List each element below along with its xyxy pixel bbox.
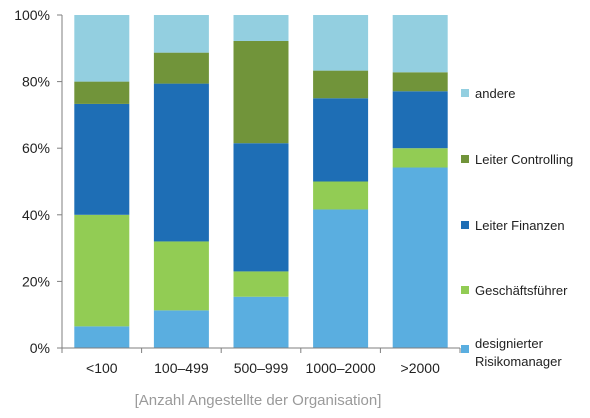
legend: andere Leiter Controlling Leiter Finanzen G… (461, 86, 573, 369)
bar-segment (392, 72, 448, 92)
legend-swatch (461, 221, 469, 229)
x-tick-label: 100–499 (154, 360, 209, 376)
legend-swatch (461, 286, 469, 294)
bars-group (74, 15, 448, 348)
legend-label: Leiter Controlling (475, 152, 573, 167)
bar-segment (392, 91, 448, 149)
x-tick-label: 500–999 (234, 360, 289, 376)
bar-segment (313, 70, 369, 99)
bar-segment (233, 40, 289, 144)
x-tick-label: >2000 (401, 360, 441, 376)
bar-segment (153, 15, 209, 53)
y-tick-label: 40% (22, 207, 50, 223)
x-tick-labels: <100 100–499 500–999 1000–2000 >2000 (86, 360, 440, 376)
bar-segment (233, 143, 289, 272)
bar-segment (392, 148, 448, 168)
bar-segment (313, 181, 369, 210)
bar-segment (74, 103, 130, 215)
legend-swatch (461, 345, 469, 353)
bar-segment (74, 214, 130, 327)
y-tick-label: 80% (22, 74, 50, 90)
y-tick-label: 20% (22, 273, 50, 289)
bar-segment (74, 15, 130, 82)
legend-label-line2: Risikomanager (475, 354, 562, 369)
y-tick-labels: 0% 20% 40% 60% 80% 100% (14, 7, 50, 356)
bar-segment (233, 296, 289, 348)
bar-segment (153, 52, 209, 84)
bar-segment (74, 326, 130, 348)
bar-segment (233, 15, 289, 41)
y-tick-label: 0% (30, 340, 50, 356)
y-tick-label: 60% (22, 140, 50, 156)
legend-swatch (461, 155, 469, 163)
bar-segment (313, 98, 369, 182)
legend-label: andere (475, 86, 515, 101)
bar-segment (313, 15, 369, 71)
x-axis-title: [Anzahl Angestellte der Organisation] (135, 392, 382, 409)
bar-segment (153, 310, 209, 348)
bar-segment (233, 271, 289, 297)
axes-group (57, 14, 461, 353)
y-tick-label: 100% (14, 7, 50, 23)
bar-segment (313, 209, 369, 348)
bar-segment (153, 241, 209, 311)
bar-segment (392, 167, 448, 348)
legend-label: Leiter Finanzen (475, 218, 565, 233)
legend-swatch (461, 89, 469, 97)
bar-segment (74, 81, 130, 104)
bar-segment (392, 15, 448, 73)
x-tick-label: <100 (86, 360, 118, 376)
legend-label: Geschäftsführer (475, 283, 568, 298)
x-tick-label: 1000–2000 (306, 360, 376, 376)
legend-label: designierter (475, 336, 544, 351)
bar-segment (153, 83, 209, 242)
